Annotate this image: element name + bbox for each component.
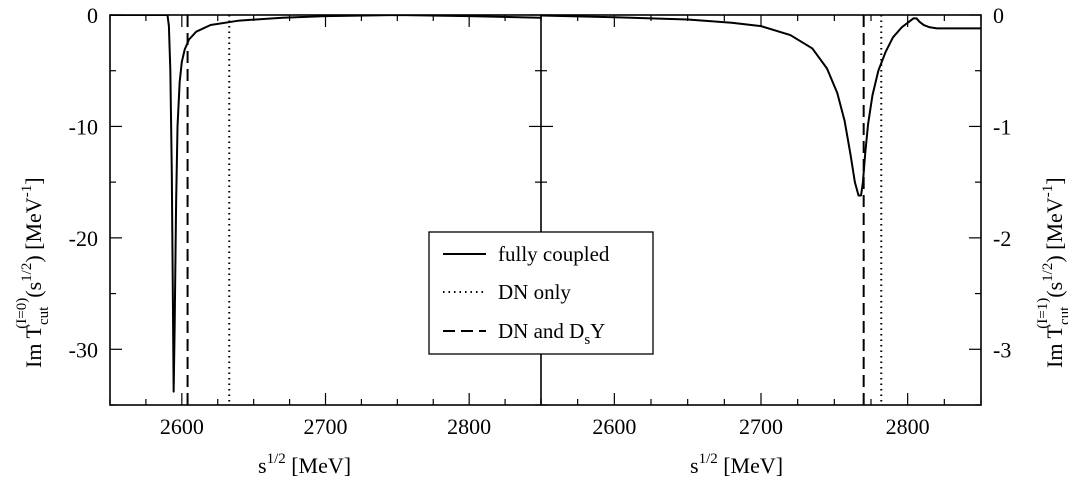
y-tick-label-right-0: 0 (993, 3, 1004, 28)
y-tick-label-right--2: -2 (993, 226, 1011, 251)
legend-label-dn-and-dsy: DN and DsY (498, 319, 605, 348)
x-axis-label-left: s1/2 [MeV] (258, 451, 351, 478)
x-tick-label-left-2700: 2700 (304, 414, 348, 439)
x-tick-label-right-2800: 2800 (886, 414, 930, 439)
plot-layer (110, 15, 981, 405)
y-tick-label-left--20: -20 (69, 226, 98, 251)
legend-label-dn-only: DN only (498, 280, 571, 304)
y-tick-label-left-0: 0 (87, 3, 98, 28)
x-tick-label-left-2800: 2800 (447, 414, 491, 439)
y-tick-label-left--30: -30 (69, 337, 98, 362)
y-axis-label-right: Im Tcut(I=1)(s1/2) [MeV-1] (1035, 177, 1068, 368)
y-axis-label-left: Im Tcut(I=0)(s1/2) [MeV-1] (14, 177, 52, 368)
x-tick-label-right-2600: 2600 (592, 414, 636, 439)
series-left-solid-line (110, 15, 541, 393)
x-tick-label-right-2700: 2700 (739, 414, 783, 439)
y-tick-label-right--3: -3 (993, 337, 1011, 362)
legend: fully coupled DN only DN and DsY (428, 231, 654, 355)
axes-layer: 2600 2700 2800 0 -10 -20 -30 2600 2700 2800 0 -1 -2 -… (69, 3, 1012, 439)
y-tick-label-left--10: -10 (69, 114, 98, 139)
legend-label-fully-coupled: fully coupled (498, 242, 610, 266)
y-tick-label-right--1: -1 (993, 114, 1011, 139)
series-right-solid-line (541, 15, 981, 197)
x-axis-label-right: s1/2 [MeV] (690, 451, 783, 478)
x-tick-label-left-2600: 2600 (160, 414, 204, 439)
